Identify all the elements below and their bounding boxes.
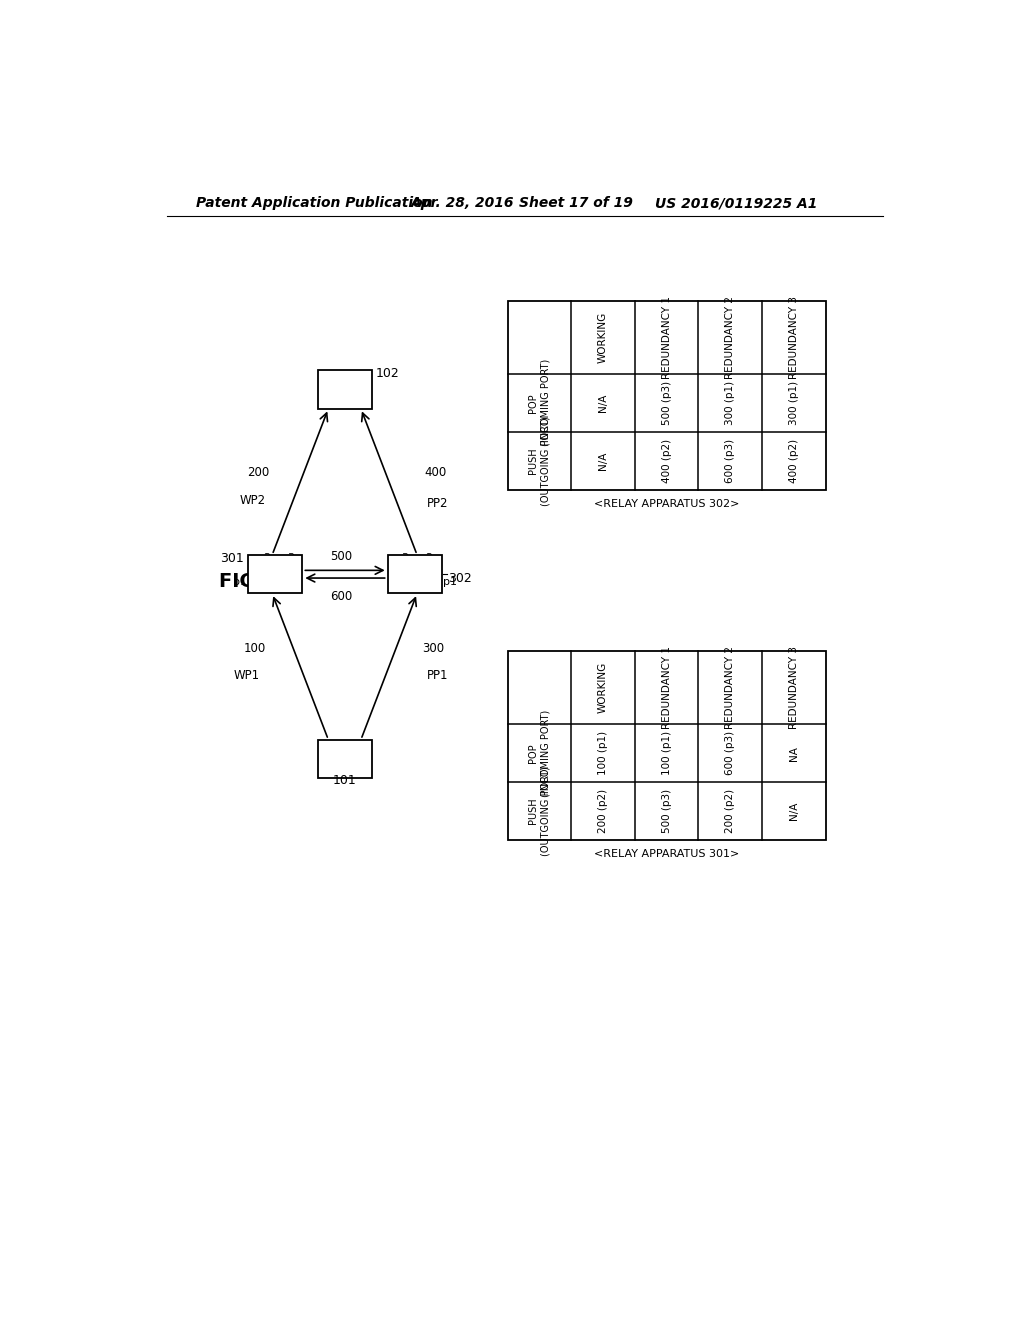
Text: POP
(INCOMING PORT): POP (INCOMING PORT) <box>528 359 551 446</box>
Text: Patent Application Publication: Patent Application Publication <box>197 197 433 210</box>
Text: p3: p3 <box>282 553 296 562</box>
Text: 100 (p1): 100 (p1) <box>662 731 672 775</box>
Text: PUSH
(OUTGOING PORT): PUSH (OUTGOING PORT) <box>528 766 551 855</box>
Text: 100: 100 <box>244 642 266 655</box>
Text: 400 (p2): 400 (p2) <box>662 438 672 483</box>
Text: 600 (p3): 600 (p3) <box>725 438 735 483</box>
Text: US 2016/0119225 A1: US 2016/0119225 A1 <box>655 197 817 210</box>
Text: 500: 500 <box>330 549 352 562</box>
Text: 200: 200 <box>247 466 269 479</box>
Text: 301: 301 <box>220 552 245 565</box>
Text: p2: p2 <box>419 553 433 562</box>
Text: WP2: WP2 <box>240 494 266 507</box>
Text: p3: p3 <box>394 553 409 562</box>
Text: REDUNDANCY 1: REDUNDANCY 1 <box>662 296 672 379</box>
Text: FIG. 17: FIG. 17 <box>219 573 297 591</box>
Text: REDUNDANCY 2: REDUNDANCY 2 <box>725 647 735 729</box>
Bar <box>388 554 442 594</box>
Text: 600: 600 <box>330 590 352 603</box>
Text: N/A: N/A <box>788 801 799 820</box>
Bar <box>248 554 302 594</box>
Text: 300 (p1): 300 (p1) <box>725 380 735 425</box>
Text: REDUNDANCY 1: REDUNDANCY 1 <box>662 647 672 729</box>
Text: p1: p1 <box>443 577 458 587</box>
Text: 500 (p3): 500 (p3) <box>662 380 672 425</box>
Text: POP
(INCOMING PORT): POP (INCOMING PORT) <box>528 710 551 797</box>
Text: N/A: N/A <box>598 451 608 470</box>
Text: PUSH
(OUTGOING PORT): PUSH (OUTGOING PORT) <box>528 416 551 506</box>
Text: PP1: PP1 <box>426 669 447 682</box>
Text: p2: p2 <box>257 553 271 562</box>
Text: WP1: WP1 <box>233 669 260 682</box>
Text: 400 (p2): 400 (p2) <box>788 438 799 483</box>
Bar <box>317 739 372 779</box>
Text: PP2: PP2 <box>426 498 447 511</box>
Text: 500 (p3): 500 (p3) <box>662 789 672 833</box>
Text: 300: 300 <box>423 642 444 655</box>
Text: <RELAY APPARATUS 301>: <RELAY APPARATUS 301> <box>594 849 739 859</box>
Text: 200 (p2): 200 (p2) <box>598 789 608 833</box>
Text: REDUNDANCY 2: REDUNDANCY 2 <box>725 296 735 379</box>
Text: 400: 400 <box>424 466 446 479</box>
Bar <box>317 370 372 409</box>
Text: 102: 102 <box>376 367 399 380</box>
Text: 101: 101 <box>333 775 357 788</box>
Text: REDUNDANCY 3: REDUNDANCY 3 <box>788 296 799 379</box>
Bar <box>508 651 825 840</box>
Bar <box>508 301 825 490</box>
Text: 302: 302 <box>449 572 472 585</box>
Text: <RELAY APPARATUS 302>: <RELAY APPARATUS 302> <box>594 499 739 508</box>
Text: WORKING: WORKING <box>598 312 608 363</box>
Text: WORKING: WORKING <box>598 663 608 713</box>
Text: 100 (p1): 100 (p1) <box>598 731 608 775</box>
Text: N/A: N/A <box>598 393 608 412</box>
Text: 300 (p1): 300 (p1) <box>788 380 799 425</box>
Text: Apr. 28, 2016: Apr. 28, 2016 <box>411 197 514 210</box>
Text: 200 (p2): 200 (p2) <box>725 789 735 833</box>
Text: NA: NA <box>788 746 799 760</box>
Text: 600 (p3): 600 (p3) <box>725 731 735 775</box>
Text: Sheet 17 of 19: Sheet 17 of 19 <box>519 197 633 210</box>
Text: p1: p1 <box>232 577 247 587</box>
Text: REDUNDANCY 3: REDUNDANCY 3 <box>788 647 799 729</box>
